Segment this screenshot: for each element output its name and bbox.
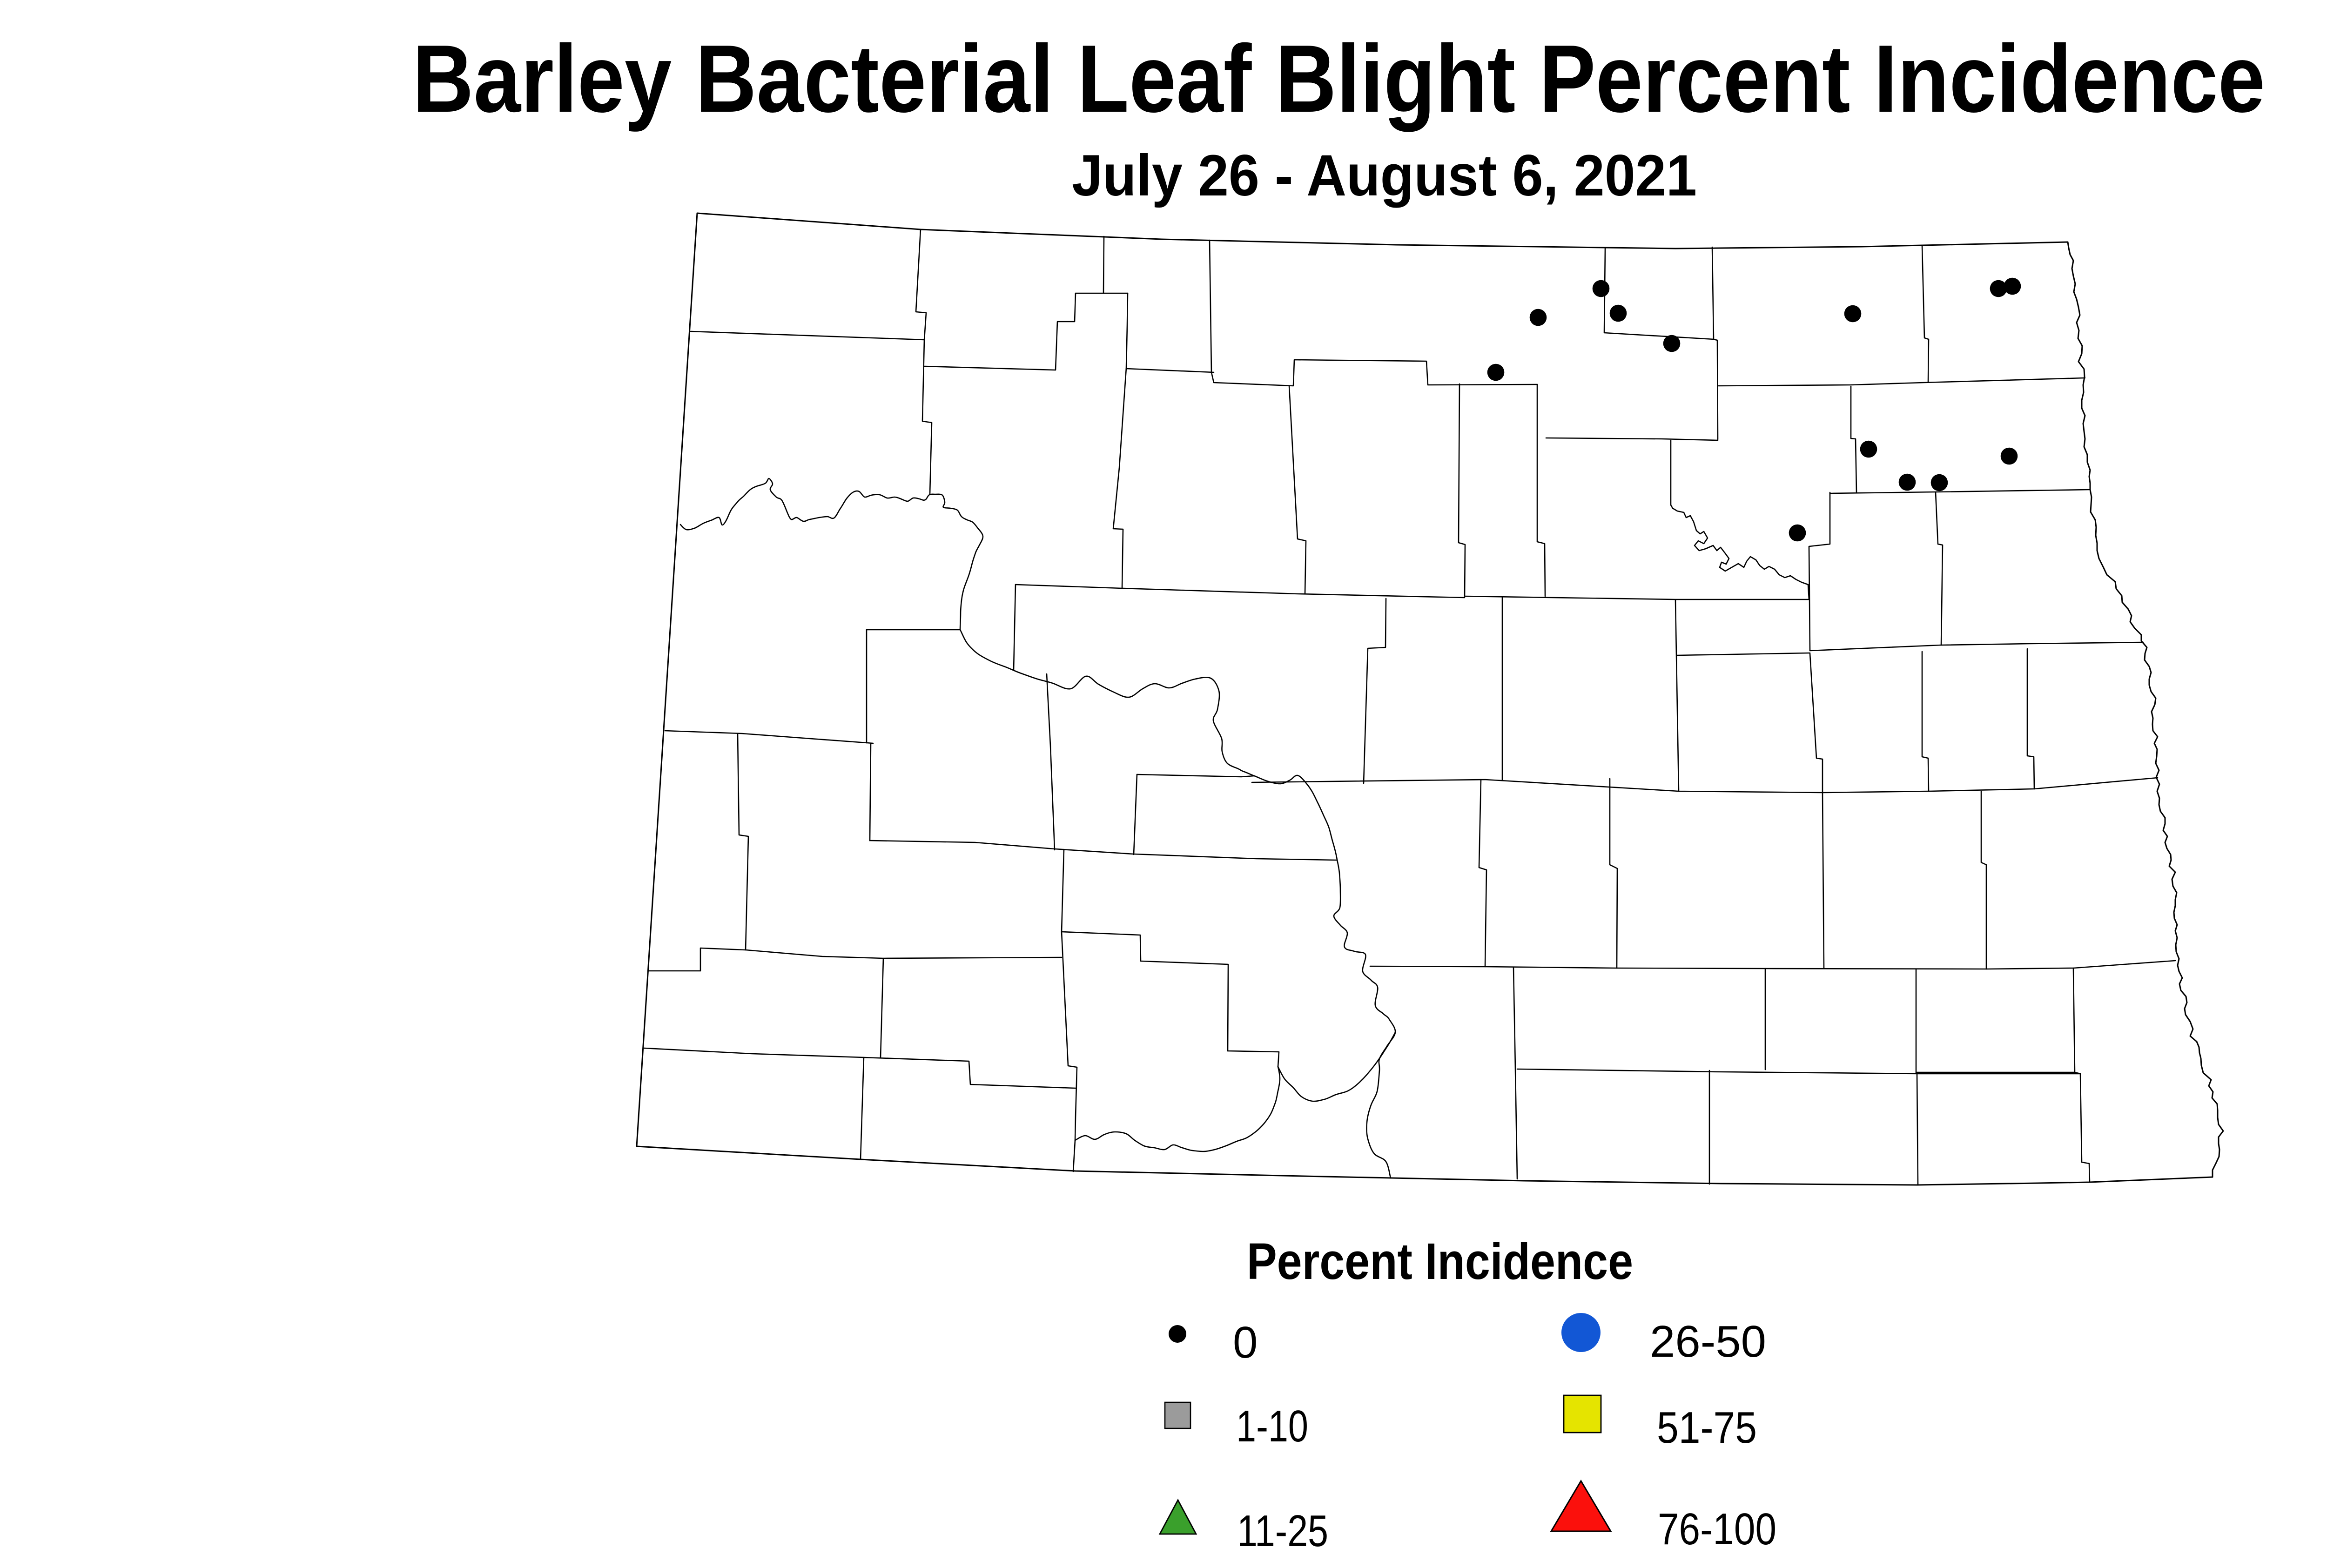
svg-text:26-50: 26-50	[1650, 1317, 1766, 1366]
svg-text:July 26 - August 6, 2021: July 26 - August 6, 2021	[1072, 143, 1697, 208]
svg-text:76-100: 76-100	[1658, 1504, 1776, 1554]
svg-text:Barley Bacterial Leaf Blight P: Barley Bacterial Leaf Blight Percent Inc…	[412, 25, 2265, 132]
svg-text:0: 0	[1233, 1318, 1258, 1367]
svg-text:51-75: 51-75	[1657, 1403, 1757, 1453]
svg-text:Percent Incidence: Percent Incidence	[1247, 1233, 1633, 1290]
svg-text:1-10: 1-10	[1236, 1401, 1308, 1451]
svg-text:11-25: 11-25	[1237, 1506, 1328, 1556]
